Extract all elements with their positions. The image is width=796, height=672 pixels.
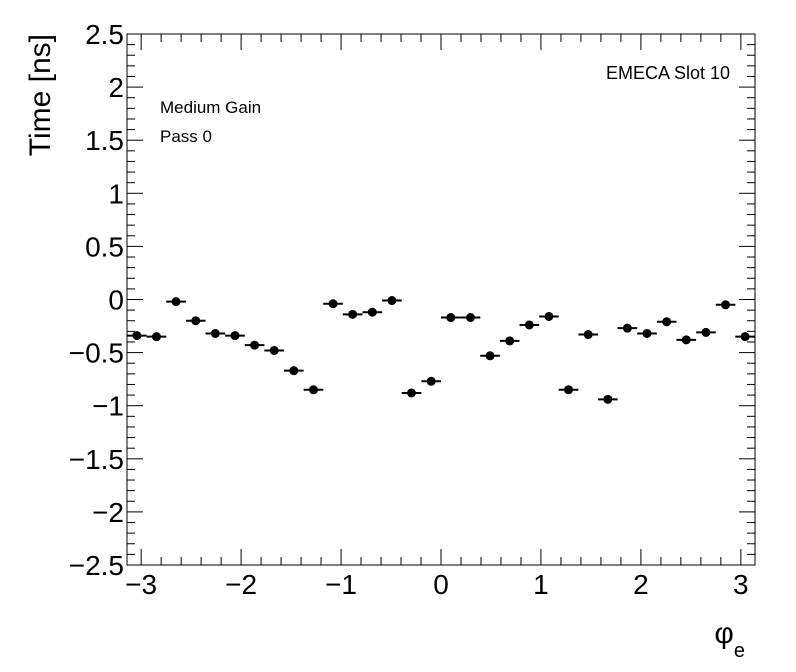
annotation-pass: Pass 0 [160, 127, 212, 146]
data-point-marker [132, 331, 142, 341]
x-axis-label: φe [714, 617, 745, 662]
data-point [637, 328, 657, 338]
data-point-marker [269, 345, 279, 355]
data-point [283, 366, 304, 376]
y-tick-label: −0.5 [69, 338, 124, 369]
data-point [480, 351, 500, 361]
y-tick-label: −1 [92, 391, 124, 422]
y-tick-label: 0.5 [85, 231, 124, 262]
data-point-marker [308, 385, 318, 395]
x-tick-label: −2 [225, 569, 257, 600]
data-point [440, 313, 461, 323]
tick-labels: −3 −2 −1 0 1 2 3 2.5 2 1.5 1 0.5 0 −0.5 −1 −1.5 −2 −2.5 [69, 19, 749, 600]
data-point-marker [505, 336, 515, 346]
data-point-marker [210, 328, 220, 338]
x-tick-label: 1 [533, 569, 549, 600]
data-point [166, 297, 186, 307]
data-point-marker [151, 332, 161, 342]
x-axis-label-main: φ [714, 617, 733, 650]
data-point-marker [446, 313, 456, 323]
data-point-marker [681, 335, 691, 345]
data-point [735, 332, 755, 342]
data-point [185, 316, 206, 326]
data-point [421, 376, 442, 386]
data-point [342, 309, 363, 319]
data-point [499, 336, 520, 346]
data-point [401, 388, 422, 398]
data-point [382, 296, 402, 306]
y-tick-label: −2 [92, 497, 124, 528]
data-point-marker [721, 300, 731, 310]
data-point [696, 327, 716, 337]
x-tick-label: 2 [633, 569, 649, 600]
data-point-marker [289, 366, 299, 376]
x-tick-label: 0 [433, 569, 449, 600]
data-point-marker [348, 309, 358, 319]
data-point [225, 331, 245, 341]
data-point [676, 335, 697, 345]
y-tick-label: 1.5 [85, 125, 124, 156]
data-point-marker [367, 307, 377, 317]
data-point-marker [407, 388, 417, 398]
annotation-slot: EMECA Slot 10 [606, 63, 730, 83]
data-points [127, 296, 755, 404]
data-point [205, 328, 226, 338]
axis-ticks [127, 33, 755, 566]
y-tick-label: 0 [108, 285, 124, 316]
data-point [264, 345, 284, 355]
x-tick-label: −3 [125, 569, 157, 600]
data-point-marker [544, 311, 554, 321]
data-point [323, 299, 343, 309]
data-point-marker [426, 376, 436, 386]
x-tick-label: −1 [325, 569, 357, 600]
y-axis-label: Time [ns] [24, 34, 57, 156]
data-point-marker [564, 385, 574, 395]
data-point [303, 385, 324, 395]
data-point-marker [387, 296, 397, 306]
data-point [715, 300, 736, 310]
data-point-marker [250, 340, 260, 350]
x-tick-label: 3 [733, 569, 749, 600]
data-point [362, 307, 383, 317]
data-point [656, 317, 677, 327]
data-point-marker [622, 323, 632, 333]
data-point [539, 311, 559, 321]
data-point-marker [662, 317, 672, 327]
y-tick-label: 2.5 [85, 19, 124, 50]
data-point [617, 323, 638, 333]
data-point [127, 331, 147, 341]
data-point-marker [230, 331, 240, 341]
annotation-gain: Medium Gain [160, 98, 261, 117]
data-point-marker [485, 351, 495, 361]
data-point [244, 340, 265, 350]
data-point-marker [701, 327, 711, 337]
y-tick-label: −1.5 [69, 444, 124, 475]
data-point [598, 394, 618, 404]
y-tick-label: 2 [108, 72, 124, 103]
x-axis-label-subscript: e [734, 640, 745, 662]
data-point-marker [583, 330, 593, 340]
y-tick-label: −2.5 [69, 550, 124, 581]
data-point [460, 313, 481, 323]
y-tick-label: 1 [108, 178, 124, 209]
data-point [146, 332, 167, 342]
data-point-marker [328, 299, 338, 309]
data-point [578, 330, 599, 340]
data-point-marker [191, 316, 201, 326]
data-point-marker [524, 320, 534, 330]
data-point [558, 385, 579, 395]
data-point-marker [642, 328, 652, 338]
data-point-marker [465, 313, 475, 323]
data-point-marker [603, 394, 613, 404]
data-point [519, 320, 540, 330]
data-point-marker [171, 297, 181, 307]
data-point-marker [740, 332, 750, 342]
